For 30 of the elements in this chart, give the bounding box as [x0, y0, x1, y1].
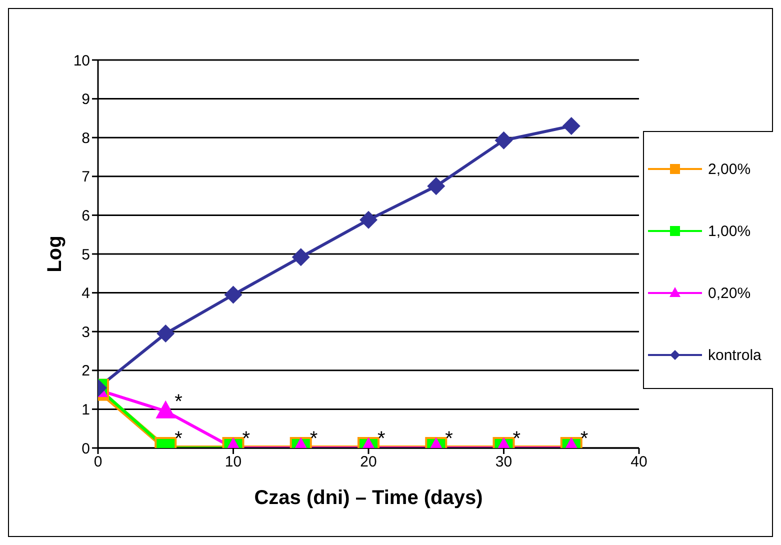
legend-label: 0,20%	[708, 284, 751, 302]
annotation: *	[310, 428, 318, 450]
x-axis-title: Czas (dni) – Time (days)	[254, 487, 483, 509]
legend-label: kontrola	[708, 346, 762, 364]
x-tick-label: 0	[94, 454, 102, 471]
annotation: *	[174, 428, 183, 450]
y-tick-label: 10	[73, 52, 90, 70]
y-axis-title: Log	[44, 236, 66, 272]
y-tick-label: 0	[82, 440, 90, 458]
annotation: *	[242, 428, 250, 450]
annotation: *	[174, 391, 183, 414]
y-tick-label: 1	[82, 402, 90, 419]
x-tick-label: 10	[224, 454, 242, 471]
y-tick-label: 3	[82, 324, 90, 341]
y-tick-label: 2	[82, 362, 90, 380]
annotation: *	[512, 428, 521, 450]
x-tick-label: 20	[360, 454, 377, 471]
y-tick-label: 9	[82, 91, 90, 108]
annotation: *	[378, 428, 386, 450]
x-tick-label: 40	[630, 454, 648, 471]
y-tick-label: 8	[82, 130, 90, 147]
x-tick-label: 30	[495, 454, 512, 471]
legend-label: 1,00%	[708, 222, 751, 240]
y-tick-label: 4	[82, 285, 90, 302]
y-tick-label: 6	[82, 208, 90, 225]
annotation: *	[580, 428, 588, 450]
y-tick-label: 5	[82, 246, 90, 264]
legend-label: 2,00%	[708, 160, 751, 178]
y-tick-label: 7	[82, 168, 90, 186]
annotation: *	[445, 428, 454, 450]
